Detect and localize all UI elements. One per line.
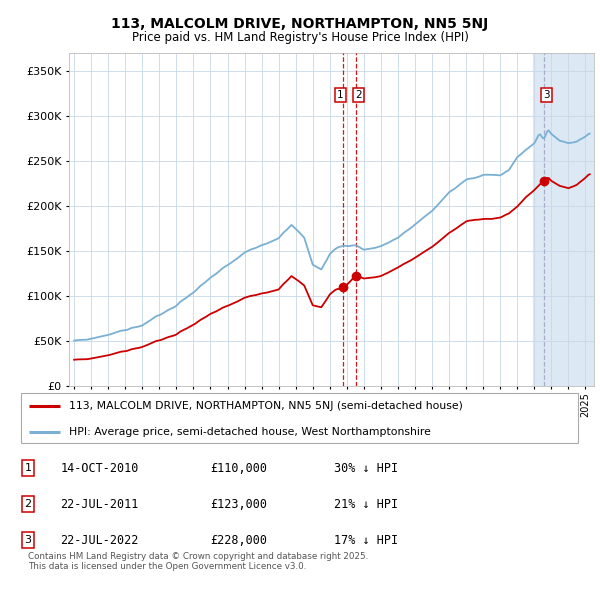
Text: HPI: Average price, semi-detached house, West Northamptonshire: HPI: Average price, semi-detached house,… (69, 427, 431, 437)
Text: 1: 1 (337, 90, 344, 100)
Text: 21% ↓ HPI: 21% ↓ HPI (334, 497, 398, 511)
Text: 2: 2 (25, 499, 32, 509)
Text: 17% ↓ HPI: 17% ↓ HPI (334, 533, 398, 546)
Text: £228,000: £228,000 (210, 533, 267, 546)
Text: 113, MALCOLM DRIVE, NORTHAMPTON, NN5 5NJ: 113, MALCOLM DRIVE, NORTHAMPTON, NN5 5NJ (112, 17, 488, 31)
Text: 22-JUL-2011: 22-JUL-2011 (60, 497, 139, 511)
Bar (533, 53, 594, 386)
Text: 1: 1 (25, 463, 32, 473)
Text: 113, MALCOLM DRIVE, NORTHAMPTON, NN5 5NJ (semi-detached house): 113, MALCOLM DRIVE, NORTHAMPTON, NN5 5NJ… (69, 401, 463, 411)
Text: £110,000: £110,000 (210, 462, 267, 475)
Text: 2: 2 (355, 90, 362, 100)
Text: 3: 3 (544, 90, 550, 100)
Text: 30% ↓ HPI: 30% ↓ HPI (334, 462, 398, 475)
Text: 3: 3 (25, 535, 32, 545)
Text: £123,000: £123,000 (210, 497, 267, 511)
Text: Price paid vs. HM Land Registry's House Price Index (HPI): Price paid vs. HM Land Registry's House … (131, 31, 469, 44)
FancyBboxPatch shape (21, 394, 578, 443)
Text: 14-OCT-2010: 14-OCT-2010 (60, 462, 139, 475)
Text: Contains HM Land Registry data © Crown copyright and database right 2025.
This d: Contains HM Land Registry data © Crown c… (28, 552, 368, 571)
Text: 22-JUL-2022: 22-JUL-2022 (60, 533, 139, 546)
